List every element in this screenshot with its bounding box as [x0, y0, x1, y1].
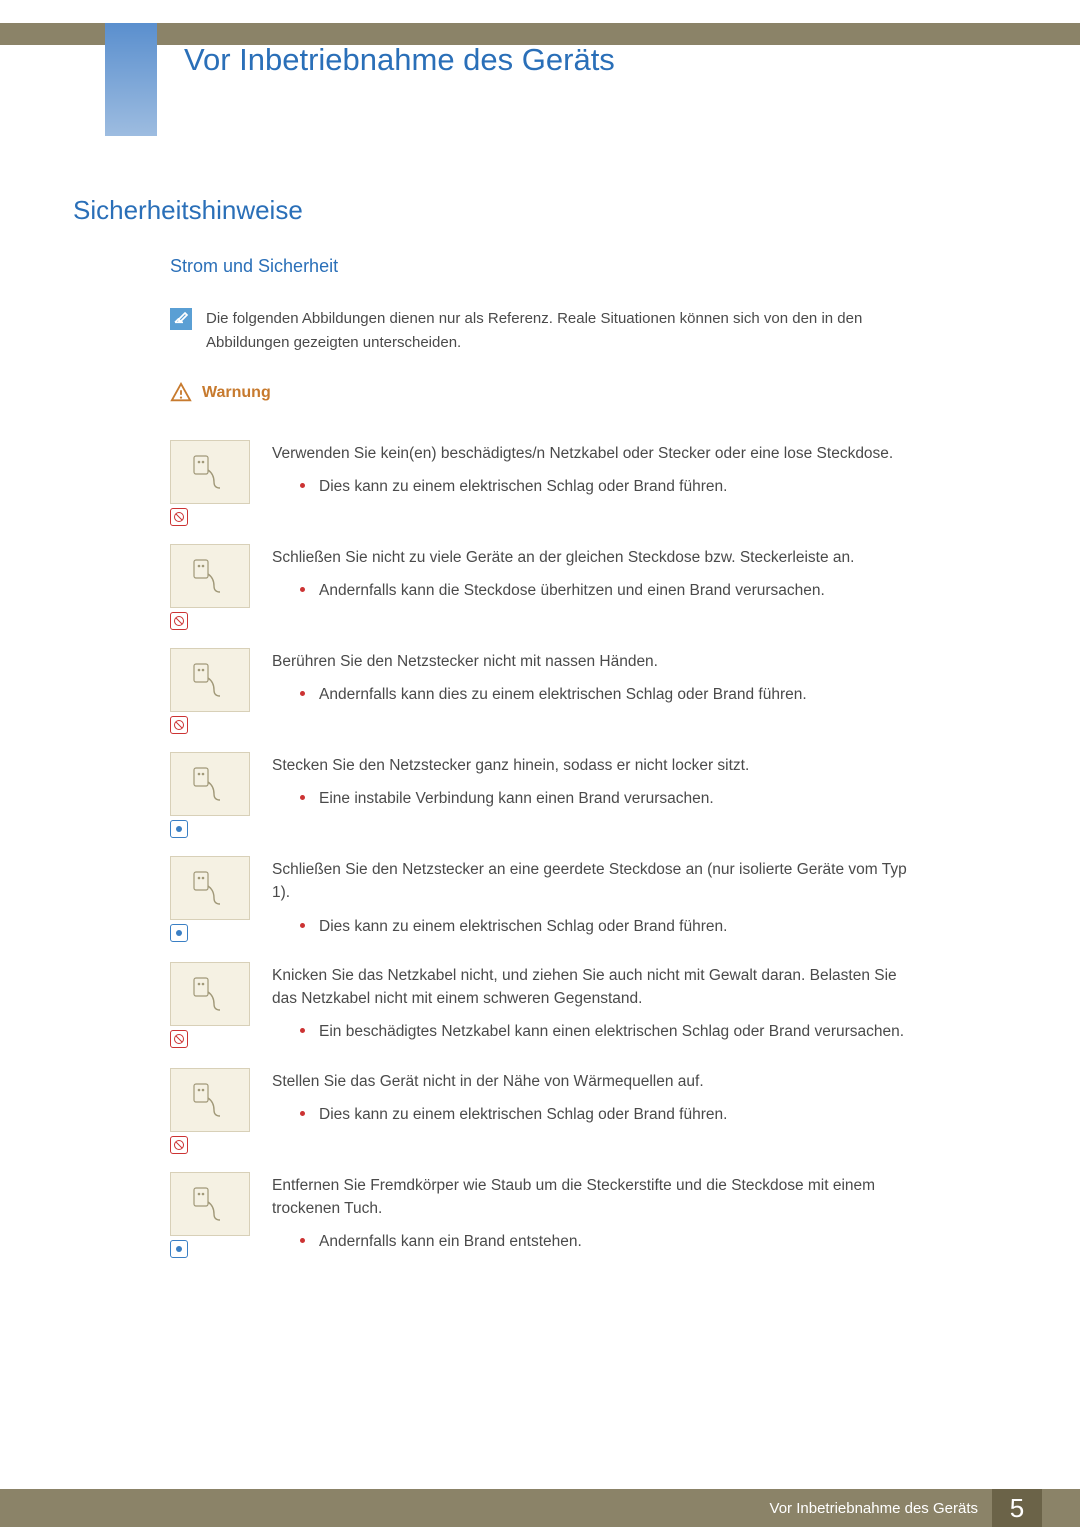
do-icon — [170, 924, 188, 942]
illustration-thumb — [170, 544, 250, 608]
item-lead: Schließen Sie den Netzstecker an eine ge… — [272, 858, 910, 905]
item-lead: Berühren Sie den Netzstecker nicht mit n… — [272, 650, 910, 673]
chapter-tab — [105, 23, 157, 136]
item-lead: Stecken Sie den Netzstecker ganz hinein,… — [272, 754, 910, 777]
item-bullet: Dies kann zu einem elektrischen Schlag o… — [319, 1103, 727, 1126]
safety-item: Stellen Sie das Gerät nicht in der Nähe … — [170, 1068, 910, 1154]
illustration-thumb — [170, 752, 250, 816]
bullet-dot — [300, 587, 305, 592]
footer-bar: Vor Inbetriebnahme des Geräts 5 — [0, 1489, 1080, 1527]
prohibit-icon — [170, 716, 188, 734]
item-lead: Verwenden Sie kein(en) beschädigtes/n Ne… — [272, 442, 910, 465]
illustration-thumb — [170, 856, 250, 920]
bullet-dot — [300, 1238, 305, 1243]
item-bullet: Dies kann zu einem elektrischen Schlag o… — [319, 475, 727, 498]
warning-label: Warnung — [202, 384, 271, 402]
illustration-thumb — [170, 1172, 250, 1236]
subsection-title: Strom und Sicherheit — [170, 256, 338, 277]
section-title: Sicherheitshinweise — [73, 195, 303, 226]
warning-row: Warnung — [170, 382, 271, 404]
illustration-thumb — [170, 648, 250, 712]
warning-icon — [170, 382, 192, 404]
bullet-dot — [300, 923, 305, 928]
prohibit-icon — [170, 1030, 188, 1048]
item-bullet: Andernfalls kann ein Brand entstehen. — [319, 1230, 582, 1253]
safety-item: Schließen Sie den Netzstecker an eine ge… — [170, 856, 910, 944]
item-lead: Knicken Sie das Netzkabel nicht, und zie… — [272, 964, 910, 1011]
safety-items: Verwenden Sie kein(en) beschädigtes/n Ne… — [170, 440, 910, 1277]
safety-item: Entfernen Sie Fremdkörper wie Staub um d… — [170, 1172, 910, 1260]
item-bullet: Dies kann zu einem elektrischen Schlag o… — [319, 915, 727, 938]
do-icon — [170, 1240, 188, 1258]
bullet-dot — [300, 691, 305, 696]
safety-item: Verwenden Sie kein(en) beschädigtes/n Ne… — [170, 440, 910, 526]
illustration-thumb — [170, 1068, 250, 1132]
safety-item: Berühren Sie den Netzstecker nicht mit n… — [170, 648, 910, 734]
item-bullet: Ein beschädigtes Netzkabel kann einen el… — [319, 1020, 904, 1043]
item-bullet: Andernfalls kann dies zu einem elektrisc… — [319, 683, 807, 706]
prohibit-icon — [170, 1136, 188, 1154]
item-bullet: Andernfalls kann die Steckdose überhitze… — [319, 579, 825, 602]
bullet-dot — [300, 1111, 305, 1116]
chapter-title: Vor Inbetriebnahme des Geräts — [184, 42, 615, 78]
item-lead: Stellen Sie das Gerät nicht in der Nähe … — [272, 1070, 910, 1093]
safety-item: Stecken Sie den Netzstecker ganz hinein,… — [170, 752, 910, 838]
bullet-dot — [300, 483, 305, 488]
page-number: 5 — [992, 1489, 1042, 1527]
do-icon — [170, 820, 188, 838]
item-bullet: Eine instabile Verbindung kann einen Bra… — [319, 787, 714, 810]
safety-item: Knicken Sie das Netzkabel nicht, und zie… — [170, 962, 910, 1050]
item-lead: Schließen Sie nicht zu viele Geräte an d… — [272, 546, 910, 569]
footer-text: Vor Inbetriebnahme des Geräts — [770, 1500, 978, 1517]
bullet-dot — [300, 795, 305, 800]
prohibit-icon — [170, 612, 188, 630]
illustration-thumb — [170, 440, 250, 504]
illustration-thumb — [170, 962, 250, 1026]
item-lead: Entfernen Sie Fremdkörper wie Staub um d… — [272, 1174, 910, 1221]
prohibit-icon — [170, 508, 188, 526]
bullet-dot — [300, 1028, 305, 1033]
safety-item: Schließen Sie nicht zu viele Geräte an d… — [170, 544, 910, 630]
note-text: Die folgenden Abbildungen dienen nur als… — [206, 307, 906, 355]
note-icon — [170, 308, 192, 330]
